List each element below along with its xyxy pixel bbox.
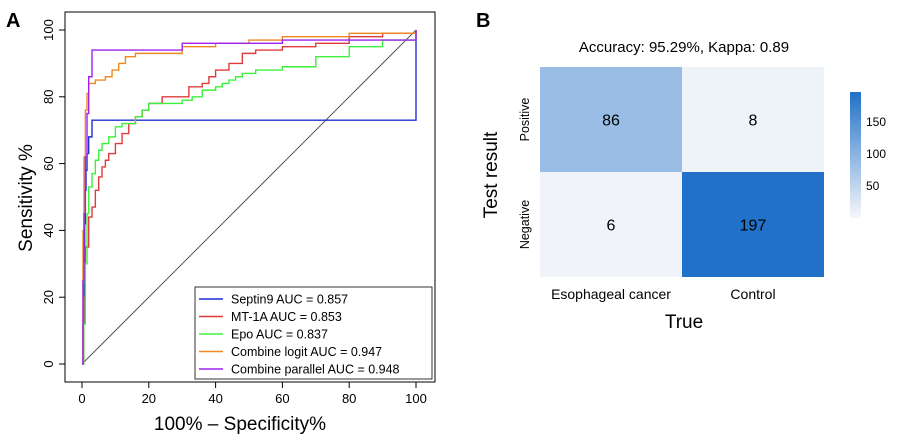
confusion-matrix-title: Accuracy: 95.29%, Kappa: 0.89	[579, 39, 789, 56]
confusion-cell	[540, 172, 682, 277]
roc-y-tick-label: 100	[41, 19, 56, 41]
colorbar-tick-label: 100	[866, 147, 886, 161]
roc-x-tick-label: 40	[208, 391, 222, 406]
panel-a: A 0 20 40 60 80 100 0 20 40 60 80 100 100% – Speci…	[6, 10, 436, 435]
roc-curve-combine-logit	[82, 30, 417, 365]
roc-x-tick-label: 100	[405, 391, 427, 406]
roc-x-axis-label: 100% – Specificity%	[154, 414, 326, 435]
roc-y-tick-label: 0	[41, 360, 56, 367]
confusion-cell-value: 86	[602, 113, 620, 130]
legend-label-mt-1a: MT-1A AUC = 0.853	[231, 310, 342, 324]
roc-legend-box	[194, 286, 433, 380]
roc-y-tick-label: 60	[41, 156, 56, 170]
roc-x-tick-label: 0	[78, 391, 85, 406]
roc-reference-diagonal	[81, 29, 417, 365]
panel-b: B Accuracy: 95.29%, Kappa: 0.89 86 86 197 …	[476, 10, 886, 333]
legend-label-combine-parallel: Combine parallel AUC = 0.948	[231, 363, 400, 377]
confusion-x-category-label: Control	[730, 286, 775, 302]
panel-a-label: A	[6, 10, 20, 32]
roc-x-tick-label: 80	[342, 391, 356, 406]
roc-curve-combine-parallel	[82, 30, 417, 365]
confusion-matrix-x-axis-label: True	[665, 312, 703, 333]
legend-label-septin9: Septin9 AUC = 0.857	[231, 293, 348, 307]
roc-y-tick-label: 20	[41, 290, 56, 304]
confusion-cell	[682, 172, 824, 277]
confusion-cell-value: 197	[740, 218, 767, 235]
roc-legend: Septin9 AUC = 0.857 MT-1A AUC = 0.853 Epo …	[194, 286, 433, 380]
roc-x-axis: 0 20 40 60 80 100	[78, 382, 427, 406]
roc-curve-epo	[82, 30, 417, 365]
roc-plot-frame	[64, 11, 436, 383]
confusion-matrix-x-categories: Esophageal cancer Control	[551, 286, 776, 302]
confusion-cell	[540, 67, 682, 172]
colorbar-tick-label: 150	[866, 115, 886, 129]
colorbar-tick-label: 50	[866, 179, 880, 193]
confusion-cell	[682, 67, 824, 172]
colorbar	[850, 92, 861, 218]
confusion-y-category-label: Positive	[518, 98, 532, 142]
panel-b-label: B	[476, 10, 490, 32]
roc-y-axis-label: Sensitivity %	[16, 144, 37, 252]
roc-y-tick-label: 40	[41, 223, 56, 237]
confusion-x-category-label: Esophageal cancer	[551, 286, 671, 302]
confusion-y-category-label: Negative	[518, 200, 532, 249]
confusion-cell-value: 6	[607, 218, 616, 235]
roc-series-group	[82, 30, 417, 365]
legend-label-combine-logit: Combine logit AUC = 0.947	[231, 345, 382, 359]
confusion-matrix-y-categories: Positive Negative	[518, 98, 532, 250]
confusion-cell-value: 8	[749, 113, 758, 130]
colorbar-ticks: 50 100 150	[866, 115, 886, 193]
confusion-matrix: 86 86 197	[540, 67, 824, 277]
confusion-matrix-y-axis-label: Test result	[481, 131, 502, 218]
legend-label-epo: Epo AUC = 0.837	[231, 328, 328, 342]
roc-y-axis: 0 20 40 60 80 100	[41, 19, 65, 368]
roc-x-tick-label: 20	[142, 391, 156, 406]
roc-y-tick-label: 80	[41, 90, 56, 104]
roc-x-tick-label: 60	[275, 391, 289, 406]
